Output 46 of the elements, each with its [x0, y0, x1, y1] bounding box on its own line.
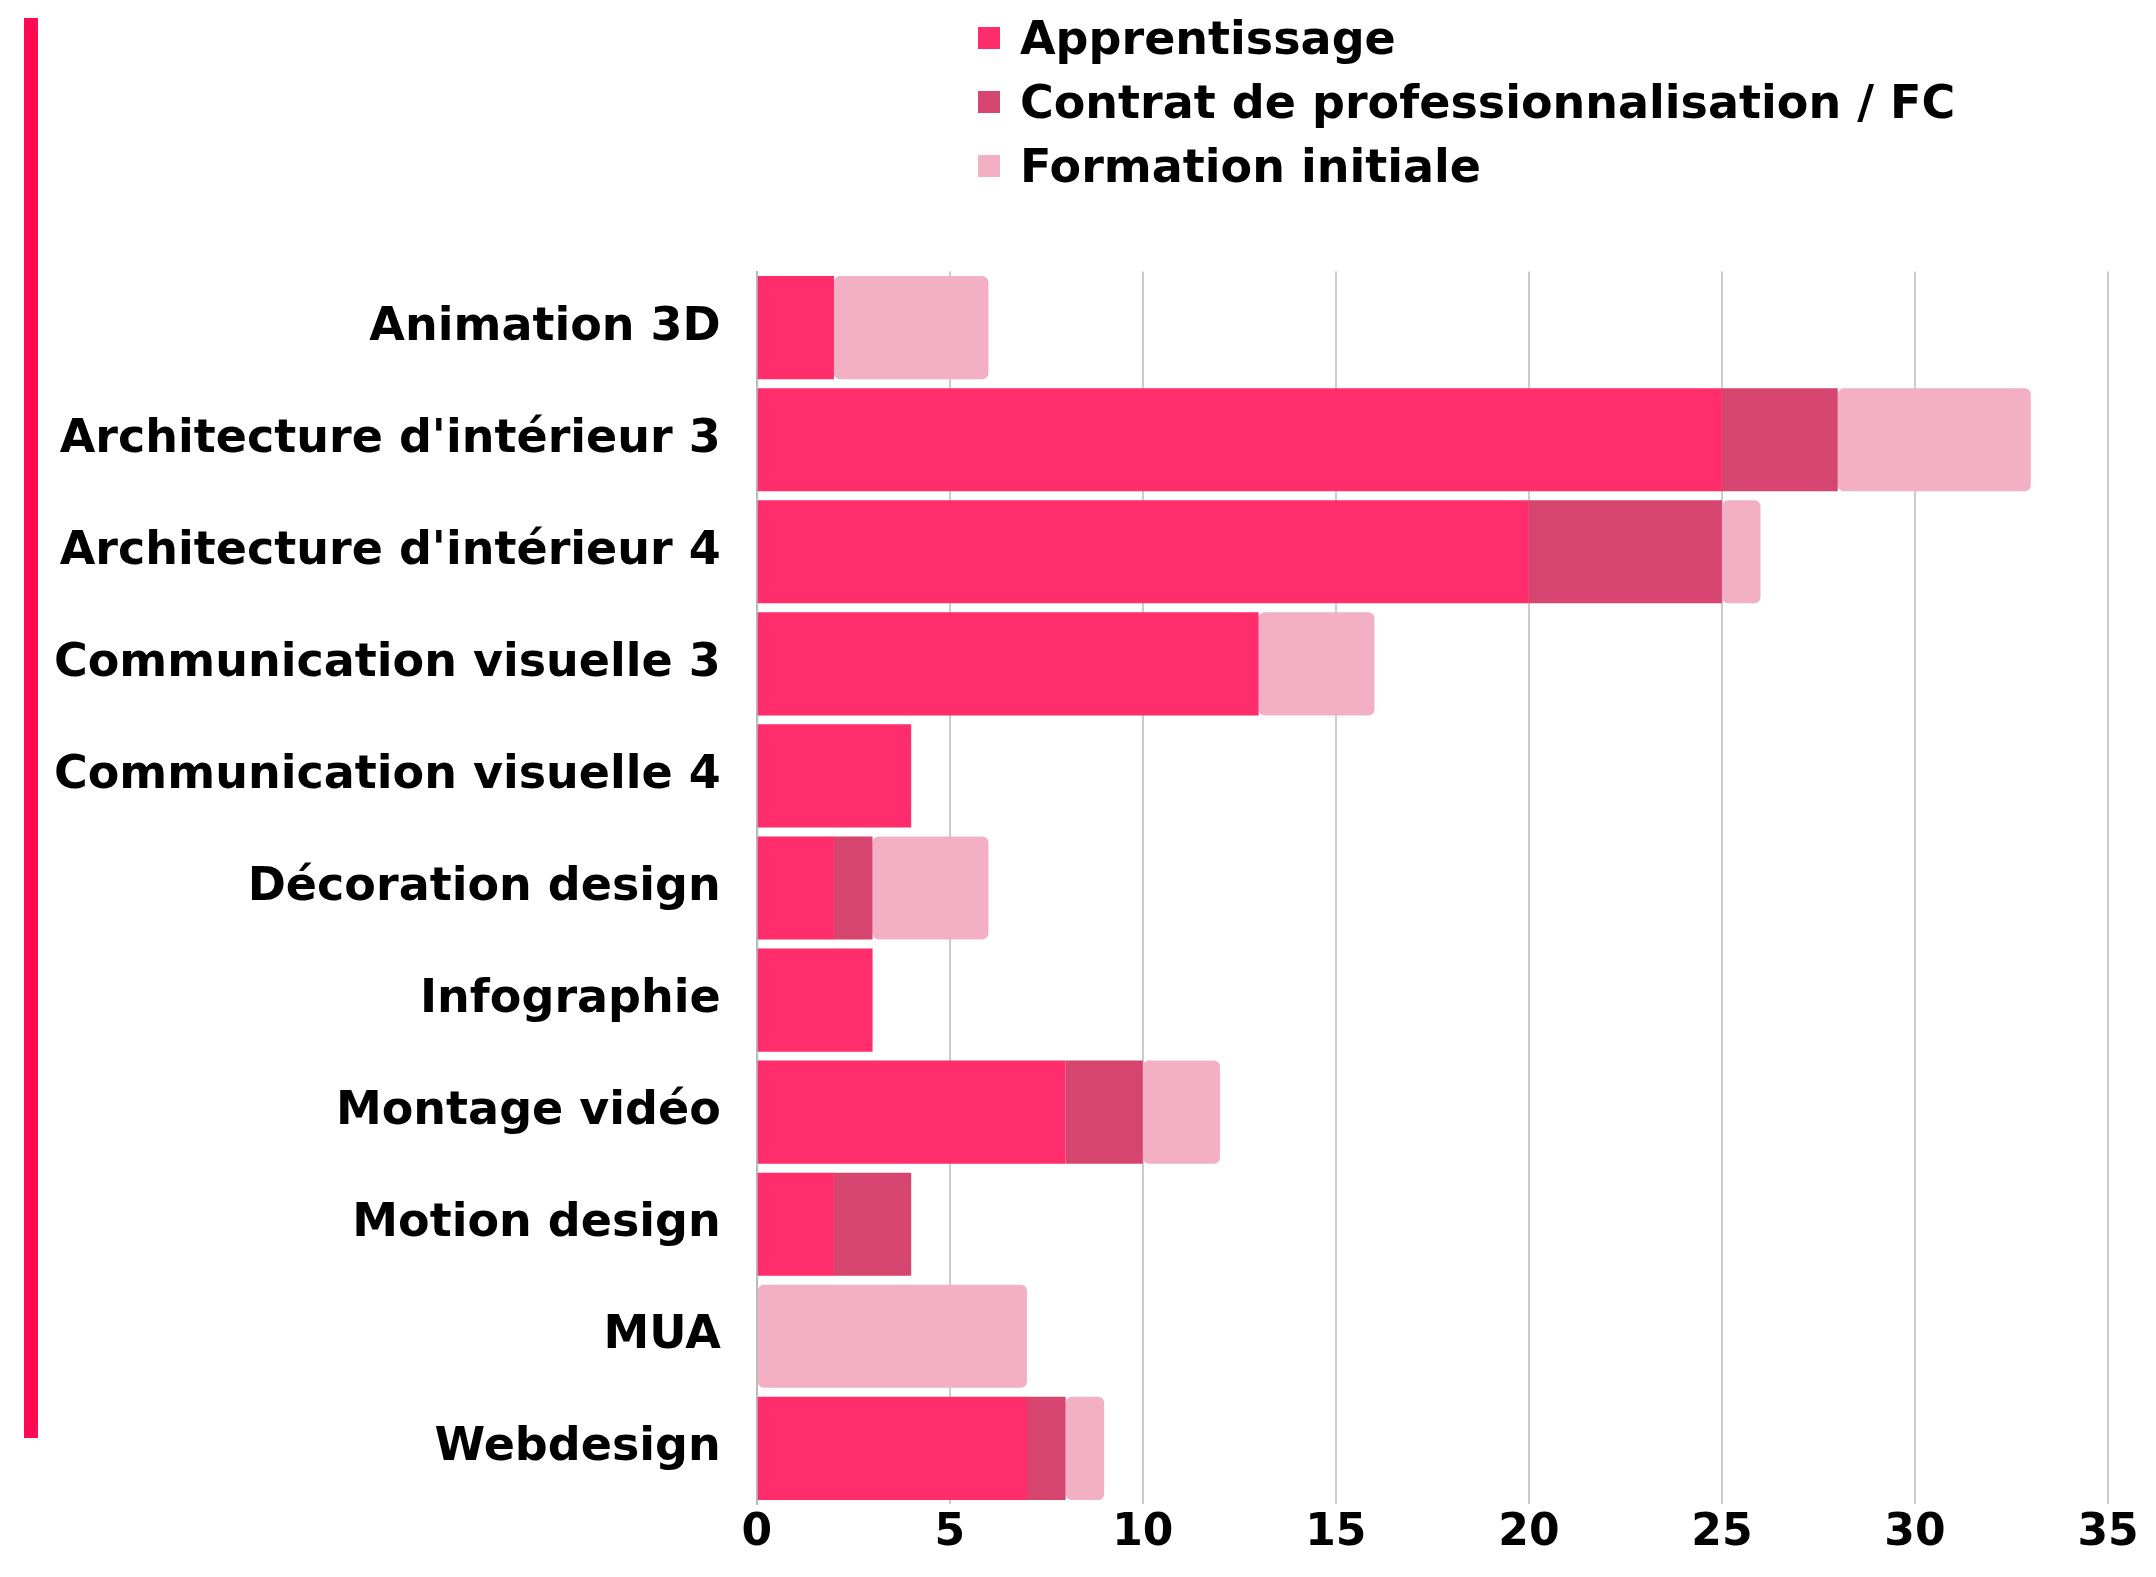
bar: [833, 1172, 912, 1276]
y-tick-label: Infographie: [419, 969, 721, 1024]
bar: [757, 724, 912, 828]
y-tick-label: MUA: [603, 1305, 722, 1360]
bar: [1027, 1396, 1066, 1500]
y-tick-label: Décoration design: [247, 856, 721, 911]
legend-label: Apprentissage: [1020, 10, 1396, 67]
x-tick-label: 30: [1884, 1504, 1946, 1556]
bar: [757, 1284, 1027, 1388]
x-tick-label: 25: [1691, 1504, 1753, 1556]
bar: [1721, 388, 1838, 492]
y-tick-label: Architecture d'intérieur 4: [59, 520, 721, 575]
bar: [757, 836, 834, 940]
y-tick-label: Animation 3D: [369, 296, 721, 351]
bar: [757, 1172, 834, 1276]
bar: [1065, 1060, 1143, 1164]
bar: [757, 500, 1529, 604]
bar: [757, 388, 1722, 492]
bar: [1528, 500, 1722, 604]
bar: [1837, 388, 2031, 492]
y-tick-label: Webdesign: [434, 1417, 721, 1472]
legend-label: Formation initiale: [1020, 138, 1481, 195]
bar: [757, 612, 1259, 716]
x-tick-label: 5: [934, 1504, 966, 1556]
x-tick-label: 15: [1305, 1504, 1367, 1556]
bar: [833, 836, 873, 940]
bar: [1142, 1060, 1221, 1164]
bar: [872, 836, 989, 940]
bar: [1258, 612, 1375, 716]
bar: [757, 1396, 1027, 1500]
bar: [833, 276, 989, 380]
y-tick-label: Montage vidéo: [335, 1081, 721, 1136]
y-tick-label: Communication visuelle 4: [53, 744, 721, 799]
bar: [1721, 500, 1761, 604]
x-tick-label: 10: [1112, 1504, 1174, 1556]
legend-label: Contrat de professionnalisation / FC: [1020, 74, 1956, 131]
bar: [757, 276, 834, 380]
bar: [1065, 1396, 1105, 1500]
x-tick-label: 0: [741, 1504, 773, 1556]
x-tick-label: 20: [1498, 1504, 1560, 1556]
x-tick-label: 35: [2077, 1504, 2139, 1556]
bar: [757, 1060, 1066, 1164]
bar: [757, 948, 873, 1052]
y-tick-label: Communication visuelle 3: [53, 632, 721, 687]
y-tick-label: Motion design: [352, 1193, 721, 1248]
y-tick-label: Architecture d'intérieur 3: [59, 408, 721, 463]
